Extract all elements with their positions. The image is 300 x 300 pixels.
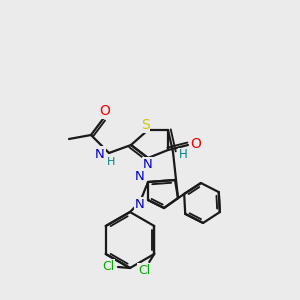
Text: N: N (95, 148, 105, 160)
Text: H: H (178, 148, 188, 161)
Text: N: N (135, 199, 145, 212)
Text: N: N (135, 170, 145, 184)
Text: O: O (190, 137, 201, 151)
Text: N: N (143, 158, 153, 172)
Text: O: O (100, 104, 110, 118)
Text: Cl: Cl (102, 260, 114, 272)
Text: Cl: Cl (138, 263, 150, 277)
Text: H: H (107, 157, 115, 167)
Text: S: S (141, 118, 149, 132)
